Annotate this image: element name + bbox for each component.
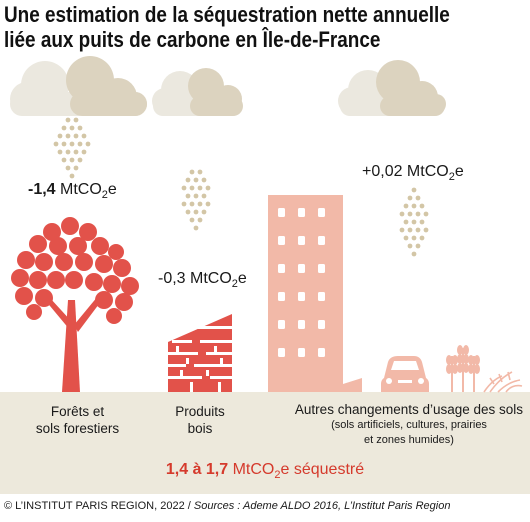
wood-value-unit-suffix: e (237, 270, 247, 287)
total-sequestration: 1,4 à 1,7 MtCO2e séquestré (0, 461, 530, 481)
category-forest-line-2: sols forestiers (35, 421, 120, 436)
soil-value-unit-subscript: 2 (448, 171, 455, 184)
category-forest: Forêts et sols forestiers (20, 403, 135, 437)
carbon-dots-icon (181, 169, 211, 231)
footer-sources: Sources : Ademe ALDO 2016, L’Institut Pa… (193, 500, 451, 512)
forest-value-unit-suffix: e (107, 181, 117, 198)
carbon-dots-icon (399, 187, 429, 257)
carbon-dots-icon (53, 117, 91, 179)
page-title: Une estimation de la séquestration nette… (4, 2, 453, 52)
category-soil: Autres changements d’usage des sols (sol… (291, 401, 527, 448)
building-icon (268, 195, 362, 392)
wheat-icon (446, 345, 480, 392)
forest-value: -1,4 MtCO2e (28, 181, 117, 201)
cloud-icon (152, 68, 243, 116)
category-soil-detail-1: (sols artificiels, cultures, prairies (331, 419, 487, 431)
category-wood-line-1: Produits (175, 404, 225, 419)
cloud-icon (338, 60, 446, 116)
title-line-2: liée aux puits de carbone en Île-de-Fran… (4, 27, 381, 52)
wood-value-unit: MtCO (185, 270, 232, 287)
total-range: 1,4 à 1,7 (165, 461, 229, 478)
footer-credit: © L’INSTITUT PARIS REGION, 2022 / Source… (4, 500, 450, 512)
soil-value-unit-suffix: e (454, 163, 464, 180)
total-unit: MtCO (228, 461, 275, 478)
wood-value: -0,3 MtCO2e (158, 270, 247, 290)
wood-value-unit-subscript: 2 (231, 278, 238, 291)
total-unit-suffix: e séquestré (280, 461, 365, 478)
total-unit-subscript: 2 (274, 469, 281, 482)
forest-value-unit: MtCO (55, 181, 102, 198)
soil-value-number: +0,02 (362, 163, 403, 180)
category-wood-line-2: bois (187, 421, 213, 436)
forest-value-unit-subscript: 2 (101, 189, 108, 202)
footer-copyright: © L’INSTITUT PARIS REGION, 2022 / (4, 500, 194, 512)
car-icon (381, 356, 429, 392)
cloud-icon (10, 56, 147, 116)
category-forest-line-1: Forêts et (50, 404, 105, 419)
wood-stack-icon (168, 314, 232, 392)
grass-icon (483, 371, 523, 393)
soil-value: +0,02 MtCO2e (362, 163, 464, 183)
category-soil-title: Autres changements d’usage des sols (294, 402, 524, 417)
ground-band (0, 392, 530, 494)
forest-value-number: -1,4 (28, 181, 56, 198)
category-wood: Produits bois (160, 403, 240, 437)
wood-value-number: -0,3 (158, 270, 186, 287)
soil-value-unit: MtCO (402, 163, 449, 180)
title-line-1: Une estimation de la séquestration nette… (4, 2, 450, 27)
tree-icon (11, 217, 139, 392)
category-soil-detail-2: et zones humides) (364, 434, 454, 446)
